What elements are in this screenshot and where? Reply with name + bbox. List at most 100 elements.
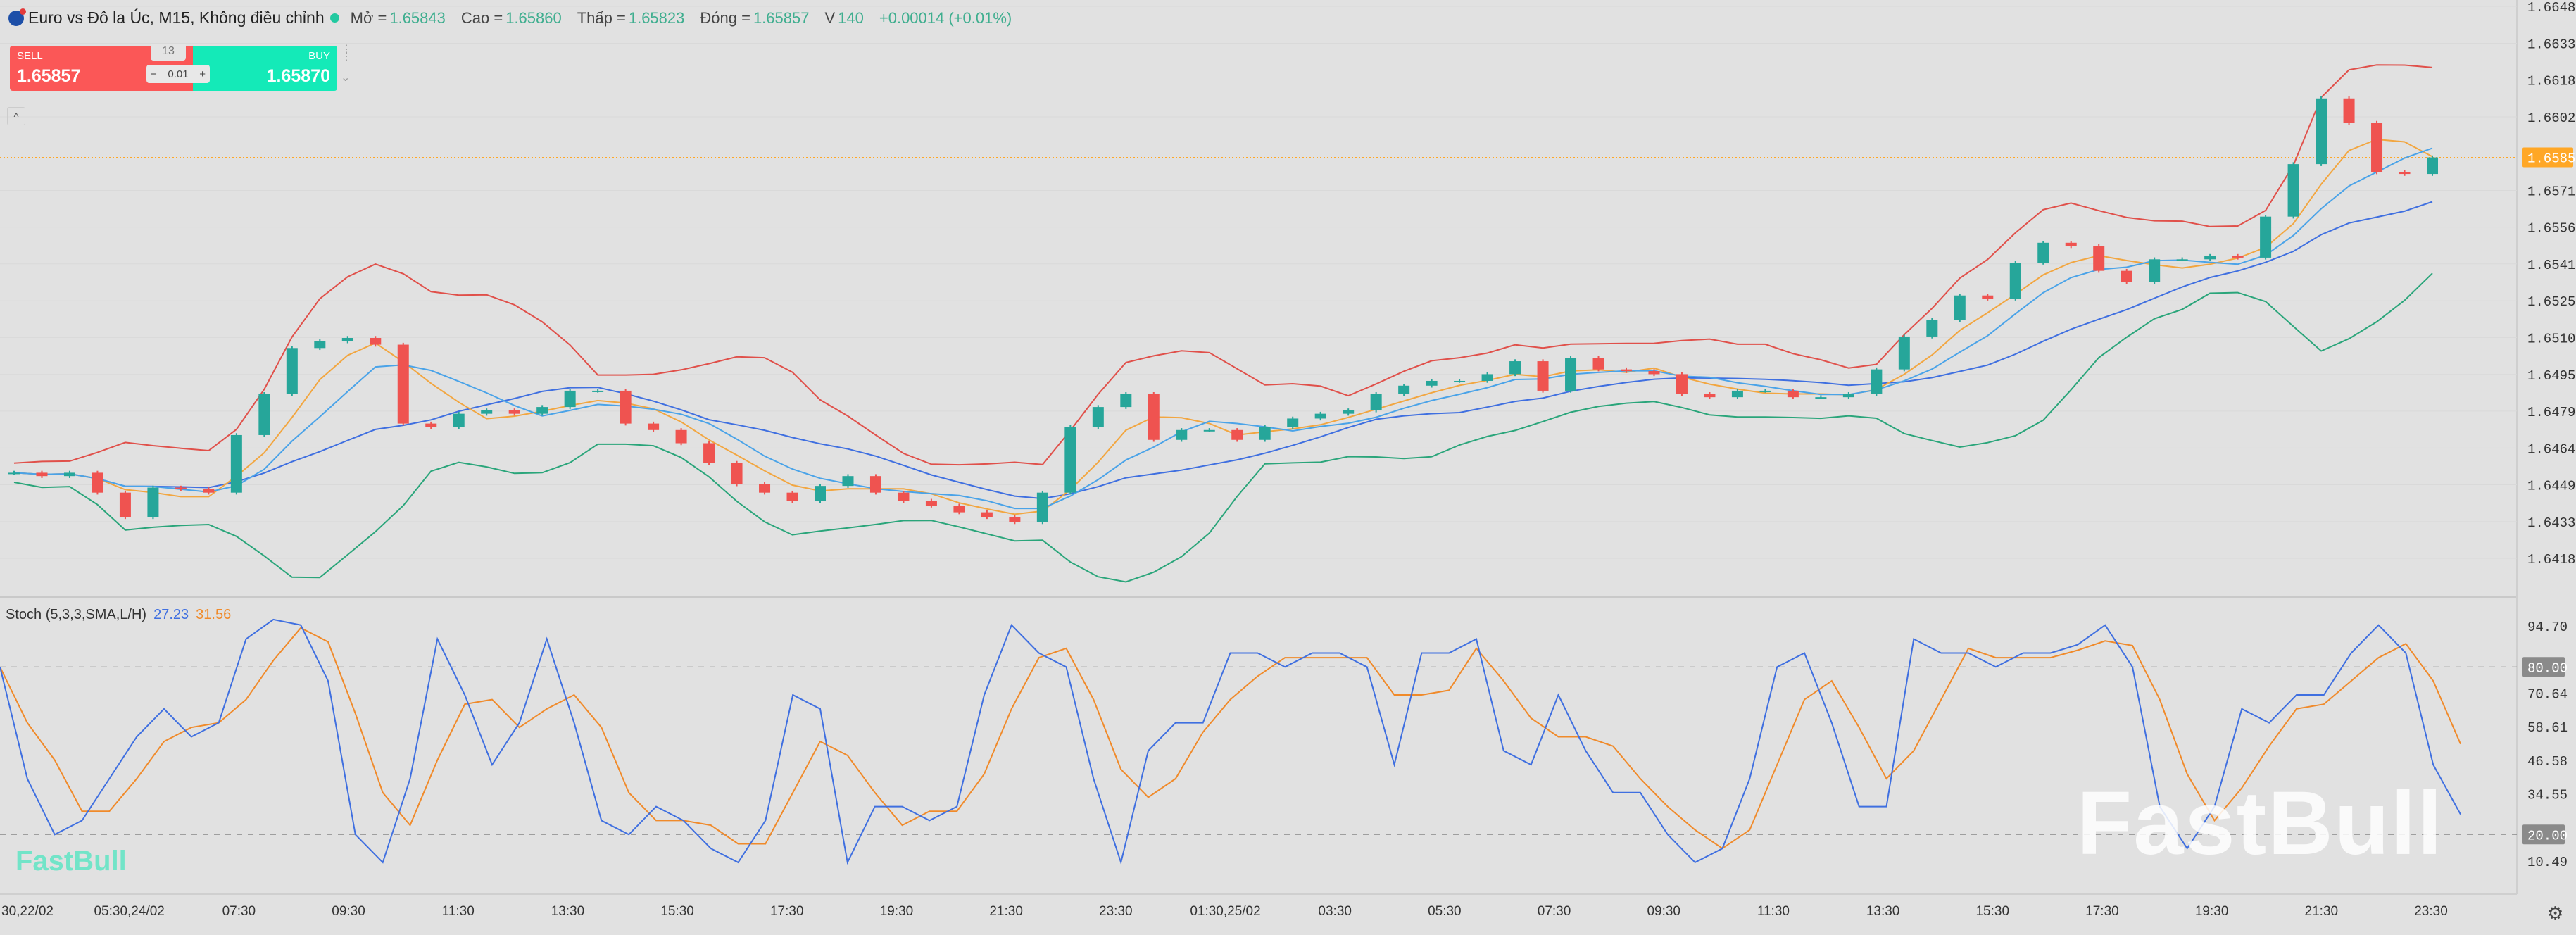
candle: [425, 423, 437, 427]
price-tick-label: 1.64185: [2527, 552, 2576, 567]
candle: [1009, 517, 1021, 522]
close-value: 1.65857: [753, 8, 810, 27]
candle: [2343, 98, 2355, 123]
stoch-d-line: [0, 627, 2461, 850]
fast-moving-average-line: [13, 138, 2433, 515]
volume-label: V: [824, 8, 836, 27]
candle: [1676, 374, 1688, 394]
candle: [2316, 98, 2327, 165]
candle: [2371, 123, 2383, 172]
price-tick-label: 1.66333: [2527, 37, 2576, 52]
candle: [2204, 256, 2216, 260]
volume-value: 140: [838, 8, 864, 27]
stoch-k-line: [0, 618, 2461, 865]
candle: [481, 410, 493, 414]
time-tick-label: 15:30: [660, 904, 694, 919]
candle: [258, 394, 270, 435]
candle: [1398, 385, 1410, 394]
open-label: Mở =: [350, 8, 387, 27]
candle: [2093, 246, 2105, 271]
time-tick-label: 23:30: [2414, 904, 2448, 919]
candle: [759, 484, 771, 493]
candle: [1370, 394, 1382, 410]
chart-legend: Euro vs Đô la Úc, M15, Không điều chỉnh …: [8, 8, 1012, 27]
buy-button[interactable]: BUY 1.65870: [193, 46, 337, 91]
stoch-d-value: 31.56: [196, 607, 232, 622]
time-tick-label: 13:30: [551, 904, 585, 919]
lot-minus-button[interactable]: −: [151, 68, 157, 80]
bollinger-upper-line: [13, 64, 2433, 466]
price-tick-label: 1.64645: [2527, 441, 2576, 457]
candle: [536, 407, 548, 414]
buy-label: BUY: [308, 50, 330, 62]
collapse-button[interactable]: ^: [7, 107, 25, 125]
candle: [1343, 410, 1355, 414]
candle: [1871, 369, 1883, 394]
stoch-tick-label: 34.55: [2527, 788, 2568, 803]
sell-label: SELL: [17, 50, 43, 62]
time-tick-label: 15:30: [1975, 904, 2009, 919]
price-tick-label: 1.66487: [2527, 0, 2576, 15]
candle: [1537, 361, 1549, 391]
price-tick-label: 1.64799: [2527, 405, 2576, 420]
candle: [1426, 380, 1438, 386]
price-tick-label: 1.65106: [2527, 331, 2576, 346]
watermark-logo-large: FastBull: [2077, 773, 2444, 874]
candle: [1092, 407, 1104, 427]
candle: [1704, 394, 1716, 398]
stoch-tick-label: 94.70: [2527, 620, 2568, 635]
candle: [2287, 164, 2299, 217]
price-tick-label: 1.65413: [2527, 258, 2576, 273]
lot-stepper[interactable]: −0.01 +: [146, 65, 210, 83]
candle: [842, 476, 854, 487]
lot-plus-button[interactable]: +: [199, 68, 206, 80]
candle: [1509, 361, 1521, 375]
candle: [703, 443, 715, 463]
stoch-k-value: 27.23: [153, 607, 189, 622]
time-tick-label: 09:30: [1647, 904, 1680, 919]
candle: [981, 512, 993, 517]
price-tick-label: 1.64338: [2527, 515, 2576, 531]
chevron-down-icon[interactable]: ⌄: [341, 72, 351, 84]
candle: [648, 423, 660, 430]
time-tick-label: 07:30: [1538, 904, 1571, 919]
candle: [92, 472, 103, 493]
stoch-tick-label: 20.00: [2527, 828, 2568, 843]
candle: [1815, 397, 1827, 399]
settings-gear-icon[interactable]: ⚙: [2547, 903, 2564, 924]
lot-input[interactable]: 0.01: [168, 68, 189, 80]
candle: [286, 348, 298, 394]
stoch-title[interactable]: Stoch (5,3,3,SMA,L/H): [6, 607, 147, 622]
time-tick-label: 05:30: [1428, 904, 1462, 919]
stoch-tick-label: 58.61: [2527, 720, 2568, 736]
candle: [2065, 242, 2077, 246]
stoch-tick-label: 46.58: [2527, 754, 2568, 770]
candle: [1759, 390, 1771, 392]
symbol-title[interactable]: Euro vs Đô la Úc, M15, Không điều chỉnh: [28, 8, 325, 27]
candle: [314, 341, 326, 349]
high-label: Cao =: [460, 8, 503, 27]
candle: [1592, 358, 1604, 370]
candle: [1954, 295, 1966, 320]
candle: [1287, 418, 1299, 427]
candle: [898, 492, 910, 501]
candle: [119, 492, 131, 517]
candle: [1648, 371, 1660, 375]
time-tick-label: 21:30: [989, 904, 1023, 919]
candle: [1982, 295, 1994, 299]
candle: [1565, 358, 1577, 391]
candle: [8, 472, 20, 475]
candle: [1787, 390, 1799, 398]
bollinger-lower-line: [13, 272, 2433, 583]
sell-price: 1.65857: [17, 66, 81, 86]
candle: [2399, 172, 2411, 175]
buy-price: 1.65870: [266, 66, 330, 86]
high-value: 1.65860: [505, 8, 562, 27]
drag-handle-icon[interactable]: ⋮ ⋮: [341, 44, 352, 63]
price-tick-label: 1.66026: [2527, 111, 2576, 126]
candle: [36, 472, 48, 477]
candle: [2232, 256, 2244, 258]
candle: [2427, 157, 2438, 175]
candle: [1231, 429, 1243, 440]
